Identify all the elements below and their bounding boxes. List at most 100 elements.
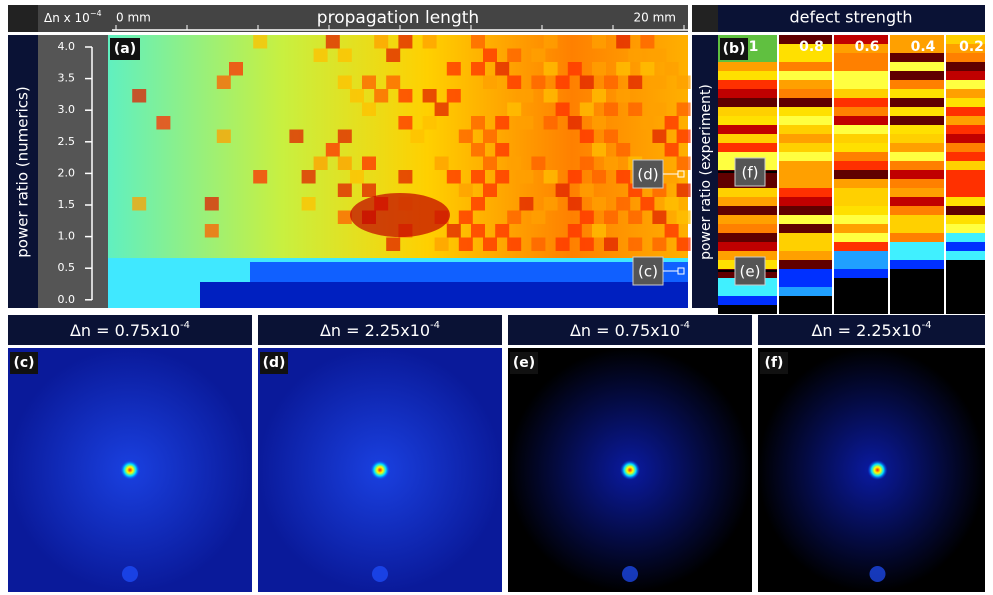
mode-spot xyxy=(370,460,390,480)
heatmap-cell xyxy=(556,184,570,198)
heatmap-cell xyxy=(592,89,606,103)
y-label: power ratio (numerics) xyxy=(14,86,32,257)
heatmap-cell xyxy=(718,305,777,314)
heatmap-cell xyxy=(362,103,376,117)
heatmap-cell xyxy=(834,206,888,215)
heatmap-cell xyxy=(314,49,328,63)
heatmap-cell xyxy=(628,211,642,225)
heatmap-cell xyxy=(946,251,985,260)
heatmap-cell xyxy=(386,49,400,63)
heatmap-cell xyxy=(946,215,985,224)
heatmap-cell xyxy=(718,206,777,215)
heatmap-cell xyxy=(459,184,473,198)
panel-title: Δn = 2.25x10-4 xyxy=(811,320,931,340)
heatmap-cell xyxy=(890,305,944,314)
heatmap-cell xyxy=(628,76,642,90)
heatmap-cell xyxy=(665,170,679,184)
heatmap-cell xyxy=(890,134,944,143)
title-text: Δn = 0.75x10 xyxy=(70,321,180,340)
heatmap-cell xyxy=(338,157,352,171)
heatmap-cell xyxy=(779,62,832,71)
heatmap-cell xyxy=(132,197,146,211)
header-corner xyxy=(692,5,718,32)
heatmap-cell xyxy=(483,76,497,90)
heatmap-cell xyxy=(946,89,985,98)
heatmap-cell xyxy=(580,211,594,225)
title-exp: -4 xyxy=(180,320,190,331)
heatmap-cell xyxy=(677,157,691,171)
heatmap-cell xyxy=(779,206,832,215)
panel-tag: (a) xyxy=(114,41,136,57)
heatmap-cell xyxy=(946,98,985,107)
heatmap-cell xyxy=(834,251,888,260)
x-start: 0 mm xyxy=(116,11,151,25)
heatmap-cell xyxy=(718,62,777,71)
heatmap-cell xyxy=(628,49,642,63)
heatmap-cell xyxy=(834,80,888,89)
y-tick-label: 4.0 xyxy=(58,40,76,53)
heatmap-cell xyxy=(834,71,888,80)
heatmap-cell xyxy=(718,224,777,233)
heatmap-cell xyxy=(946,134,985,143)
heatmap-cell xyxy=(471,170,485,184)
heatmap-cell xyxy=(544,89,558,103)
heatmap-cell xyxy=(718,287,777,296)
heatmap-cell xyxy=(834,188,888,197)
column-label: 0.2 xyxy=(959,39,984,55)
heatmap-cell xyxy=(718,143,777,152)
heatmap-cell xyxy=(834,269,888,278)
heatmap-band xyxy=(200,282,688,308)
y-tick-label: 0.0 xyxy=(58,293,76,306)
y-tick-label: 2.5 xyxy=(58,135,76,148)
heatmap-cell xyxy=(890,296,944,305)
heatmap-cell xyxy=(834,260,888,269)
heatmap-cell xyxy=(890,215,944,224)
heatmap-cell xyxy=(665,143,679,157)
heatmap-cell xyxy=(580,238,594,252)
heatmap-cell xyxy=(718,125,777,134)
panel-title: Δn = 2.25x10-4 xyxy=(320,320,440,340)
heatmap-cell xyxy=(946,161,985,170)
heatmap-cell xyxy=(519,116,533,130)
heatmap-cell xyxy=(640,116,654,130)
heatmap-cell xyxy=(338,49,352,63)
heatmap-cell xyxy=(890,143,944,152)
heatmap-cell xyxy=(531,157,545,171)
heatmap-cell xyxy=(834,116,888,125)
heatmap-cell xyxy=(302,197,316,211)
heatmap-cell xyxy=(544,62,558,76)
heatmap-cell xyxy=(544,197,558,211)
heatmap-cell xyxy=(890,287,944,296)
panel-tag: (e) xyxy=(513,355,535,371)
heatmap-cell xyxy=(132,89,146,103)
heatmap-cell xyxy=(652,49,666,63)
heatmap-cell xyxy=(677,211,691,225)
heatmap-cell xyxy=(471,116,485,130)
heatmap-cell xyxy=(386,238,400,252)
title-text: Δn = 2.25x10 xyxy=(320,321,430,340)
heatmap-cell xyxy=(338,130,352,144)
heatmap-cell xyxy=(652,238,666,252)
title-exp: -4 xyxy=(680,320,690,331)
heatmap-cell xyxy=(890,188,944,197)
heatmap-cell xyxy=(946,197,985,206)
heatmap-hot xyxy=(350,193,450,237)
heatmap-cell xyxy=(217,130,231,144)
heatmap-cell xyxy=(834,179,888,188)
heatmap-cell xyxy=(834,161,888,170)
heatmap-cell xyxy=(946,242,985,251)
heatmap-cell xyxy=(544,170,558,184)
heatmap-cell xyxy=(779,152,832,161)
heatmap-cell xyxy=(483,130,497,144)
heatmap-cell xyxy=(410,130,424,144)
heatmap-cell xyxy=(718,188,777,197)
heatmap-cell xyxy=(205,197,219,211)
heatmap-cell xyxy=(834,62,888,71)
panel-title: Δn = 0.75x10-4 xyxy=(70,320,190,340)
heatmap-cell xyxy=(519,170,533,184)
heatmap-cell xyxy=(495,170,509,184)
heatmap-cell xyxy=(640,62,654,76)
heatmap-cell xyxy=(556,238,570,252)
heatmap-cell xyxy=(338,184,352,198)
heatmap-cell xyxy=(507,157,521,171)
